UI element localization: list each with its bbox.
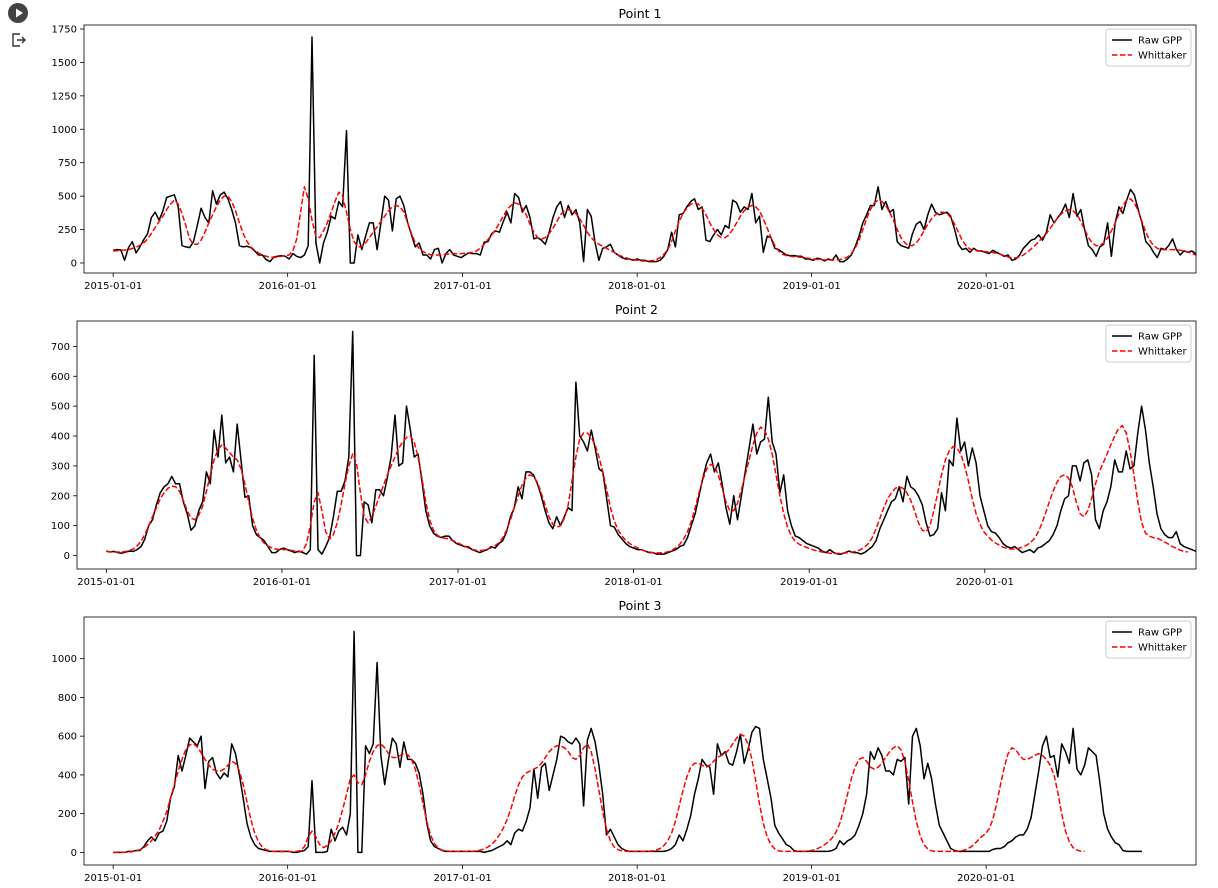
legend: Raw GPP Whittaker	[1105, 324, 1192, 363]
y-tick-label: 0	[71, 848, 77, 859]
chart-title: Point 1	[619, 6, 662, 21]
series-line-whittaker	[113, 186, 1196, 262]
legend: Raw GPP Whittaker	[1105, 28, 1192, 67]
y-tick-label: 1500	[52, 58, 77, 69]
x-tick-label: 2016-01-01	[253, 577, 311, 588]
x-tick-label: 2020-01-01	[957, 873, 1015, 884]
cell-gutter	[0, 0, 40, 888]
x-tick-label: 2016-01-01	[259, 281, 317, 292]
series-line-raw-gpp	[106, 330, 1196, 557]
legend-label: Whittaker	[1138, 643, 1188, 654]
x-tick-label: 2020-01-01	[956, 577, 1014, 588]
y-tick-label: 300	[51, 461, 70, 472]
series-line-raw-gpp	[113, 36, 1196, 264]
y-tick-label: 500	[51, 402, 70, 413]
series-line-whittaker	[113, 733, 1085, 854]
y-tick-label: 800	[58, 693, 77, 704]
x-tick-label: 2020-01-01	[957, 281, 1015, 292]
x-tick-label: 2017-01-01	[434, 873, 492, 884]
x-tick-label: 2019-01-01	[783, 281, 841, 292]
x-tick-label: 2017-01-01	[429, 577, 487, 588]
legend-label: Whittaker	[1138, 347, 1188, 358]
y-tick-label: 750	[58, 158, 77, 169]
legend-box	[1105, 324, 1192, 363]
x-tick-label: 2015-01-01	[84, 873, 142, 884]
series-line-raw-gpp	[113, 630, 1142, 854]
legend-label: Raw GPP	[1138, 36, 1182, 47]
legend-label: Raw GPP	[1138, 332, 1182, 343]
y-tick-label: 1250	[52, 91, 77, 102]
y-tick-label: 600	[58, 732, 77, 743]
plot-area	[113, 36, 1196, 264]
output-exit-icon[interactable]	[11, 32, 27, 48]
y-tick-label: 0	[71, 258, 77, 269]
y-tick-label: 700	[51, 342, 70, 353]
y-tick-label: 500	[58, 192, 77, 203]
chart-3: Point 3 0 200 400 600 800 1000 2015-01-01 2016-0…	[52, 598, 1197, 884]
x-tick-label: 2018-01-01	[608, 281, 666, 292]
x-tick-label: 2016-01-01	[259, 873, 317, 884]
plot-area	[113, 630, 1142, 854]
y-tick-label: 200	[51, 491, 70, 502]
chart-2: Point 2 0 100 200 300 400 500 600 700 2015-01-01 2…	[51, 302, 1197, 588]
play-icon	[16, 8, 23, 18]
y-tick-label: 1000	[52, 654, 77, 665]
y-tick-label: 400	[58, 770, 77, 781]
run-cell-button[interactable]	[8, 3, 28, 23]
legend-box	[1105, 28, 1192, 67]
x-tick-label: 2018-01-01	[608, 873, 666, 884]
chart-1: Point 1 0 250 500 750 1000 1250 1500 1750 2015-01…	[52, 6, 1197, 292]
axes-frame	[83, 24, 1197, 274]
chart-title: Point 3	[619, 598, 662, 613]
x-tick-label: 2019-01-01	[783, 873, 841, 884]
x-tick-label: 2015-01-01	[84, 281, 142, 292]
y-tick-label: 1750	[52, 25, 77, 36]
legend-label: Raw GPP	[1138, 628, 1182, 639]
y-tick-label: 250	[58, 225, 77, 236]
x-tick-label: 2018-01-01	[605, 577, 663, 588]
y-tick-label: 100	[51, 521, 70, 532]
y-tick-label: 200	[58, 809, 77, 820]
legend-box	[1105, 620, 1192, 659]
y-tick-label: 400	[51, 432, 70, 443]
y-tick-label: 600	[51, 372, 70, 383]
axes-frame	[76, 320, 1197, 570]
y-tick-label: 0	[64, 551, 70, 562]
x-tick-label: 2019-01-01	[780, 577, 838, 588]
plot-area	[106, 330, 1196, 557]
x-tick-label: 2015-01-01	[77, 577, 135, 588]
legend: Raw GPP Whittaker	[1105, 620, 1192, 659]
y-tick-label: 1000	[52, 125, 77, 136]
axes-frame	[83, 616, 1197, 866]
legend-label: Whittaker	[1138, 51, 1188, 62]
x-tick-label: 2017-01-01	[434, 281, 492, 292]
chart-title: Point 2	[615, 302, 658, 317]
series-line-whittaker	[106, 424, 1188, 555]
